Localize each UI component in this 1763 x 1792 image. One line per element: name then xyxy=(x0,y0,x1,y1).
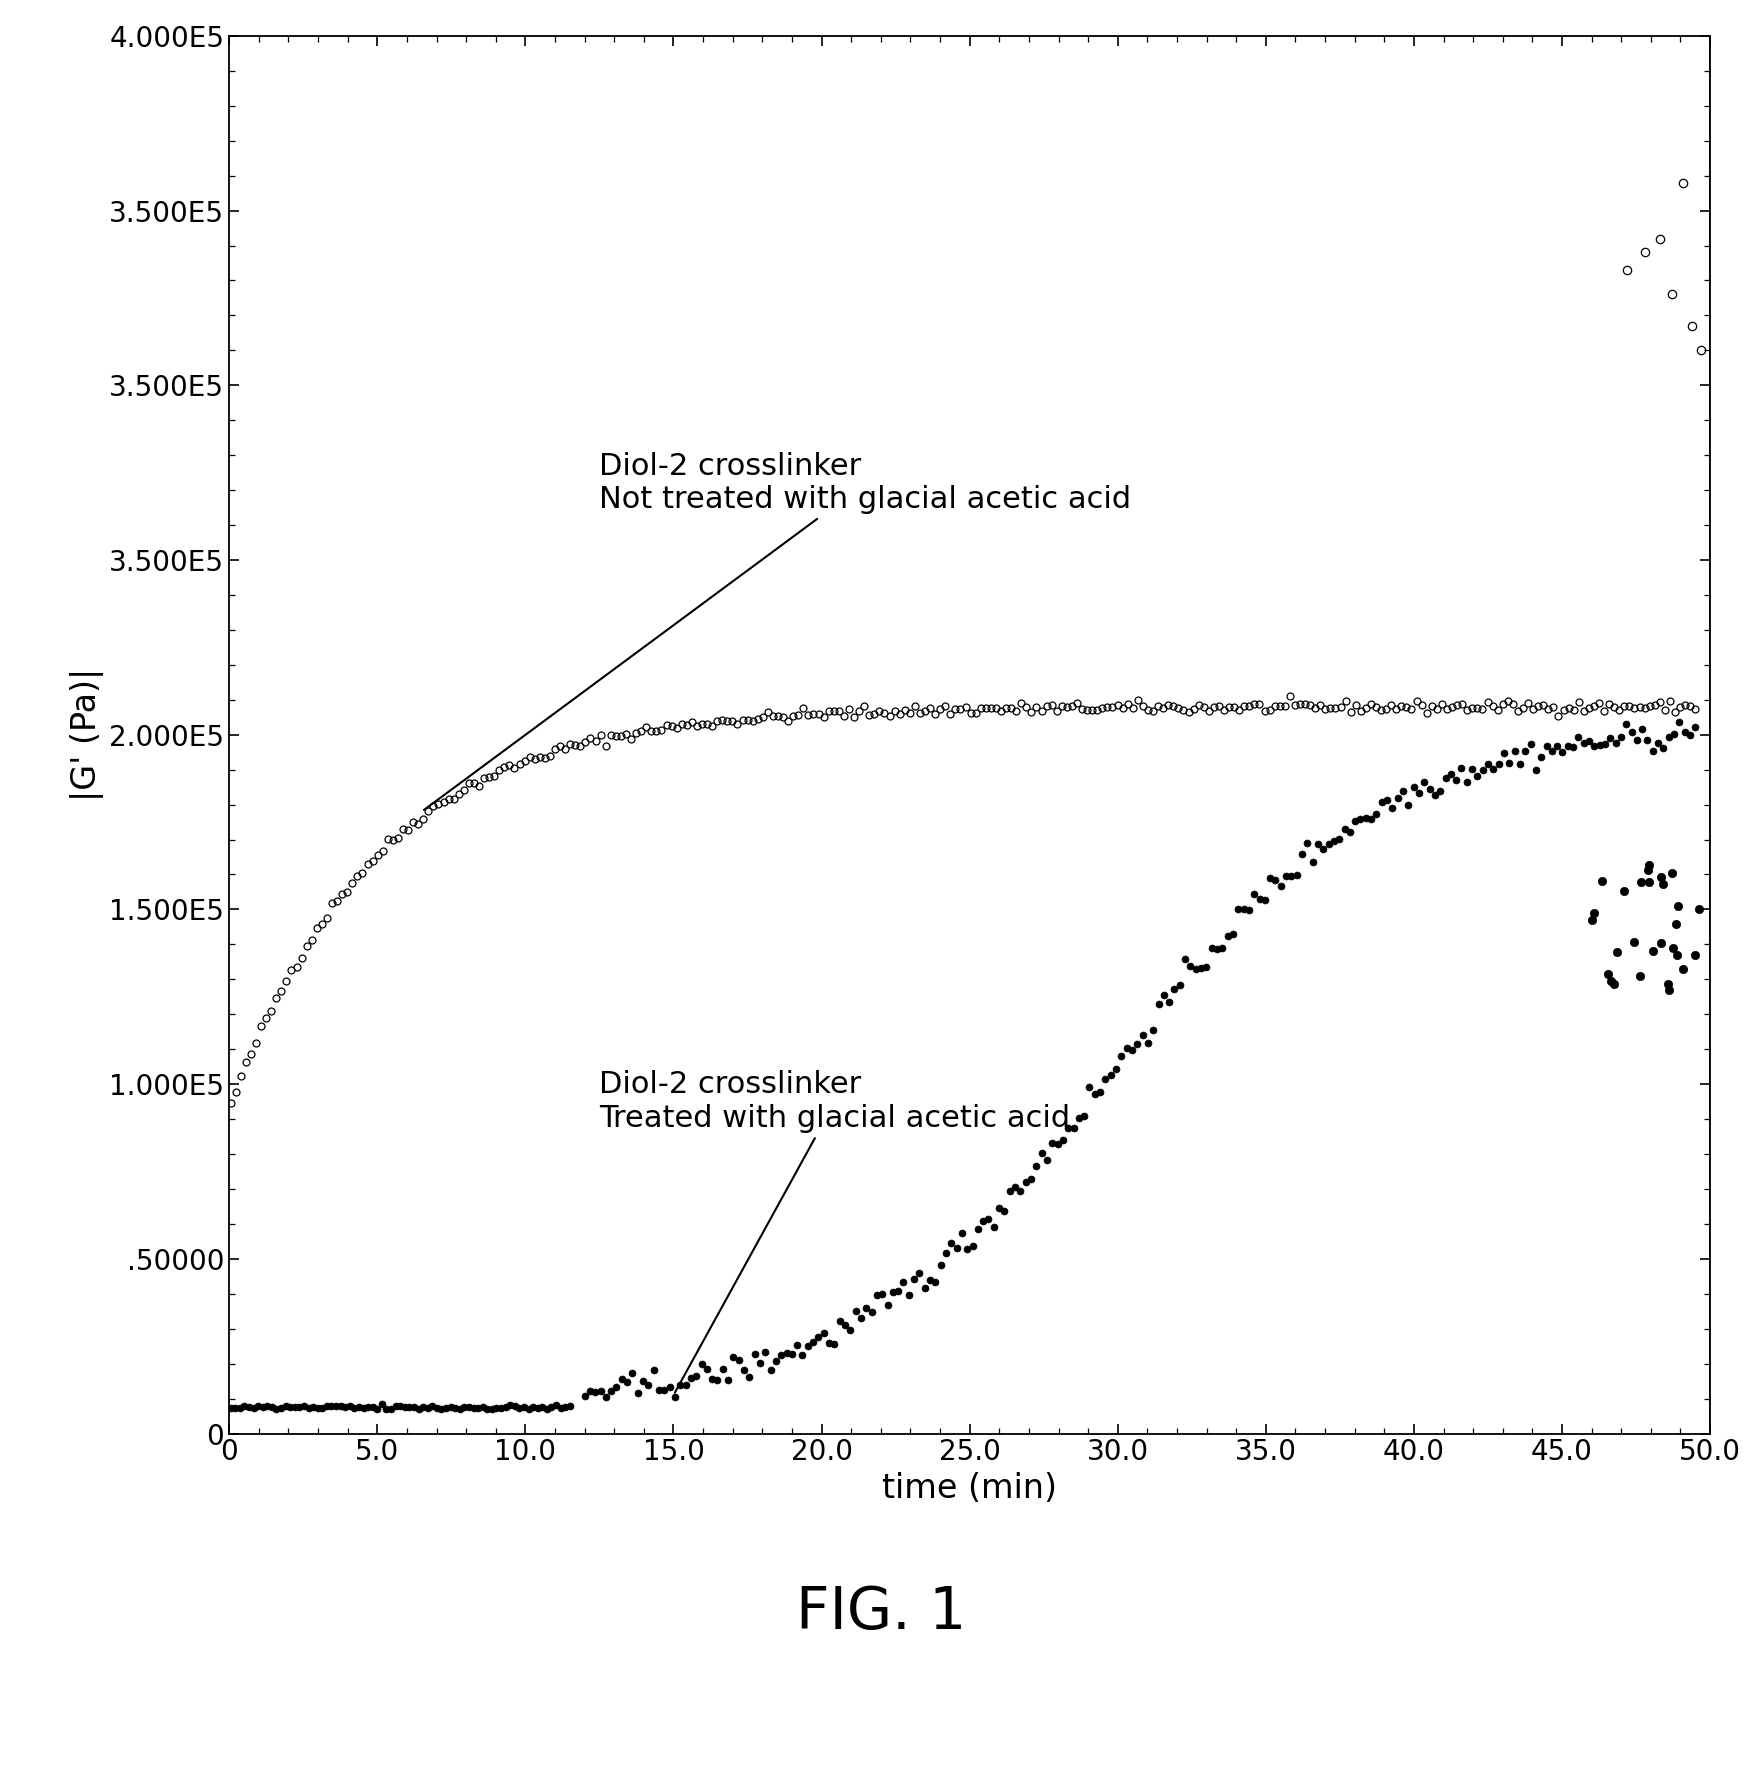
Text: Diol-2 crosslinker
Not treated with glacial acetic acid: Diol-2 crosslinker Not treated with glac… xyxy=(423,452,1132,810)
Text: Diol-2 crosslinker
Treated with glacial acetic acid: Diol-2 crosslinker Treated with glacial … xyxy=(599,1070,1070,1392)
X-axis label: time (min): time (min) xyxy=(882,1471,1058,1505)
Y-axis label: |G' (Pa)|: |G' (Pa)| xyxy=(71,668,104,801)
Text: FIG. 1: FIG. 1 xyxy=(797,1584,966,1641)
